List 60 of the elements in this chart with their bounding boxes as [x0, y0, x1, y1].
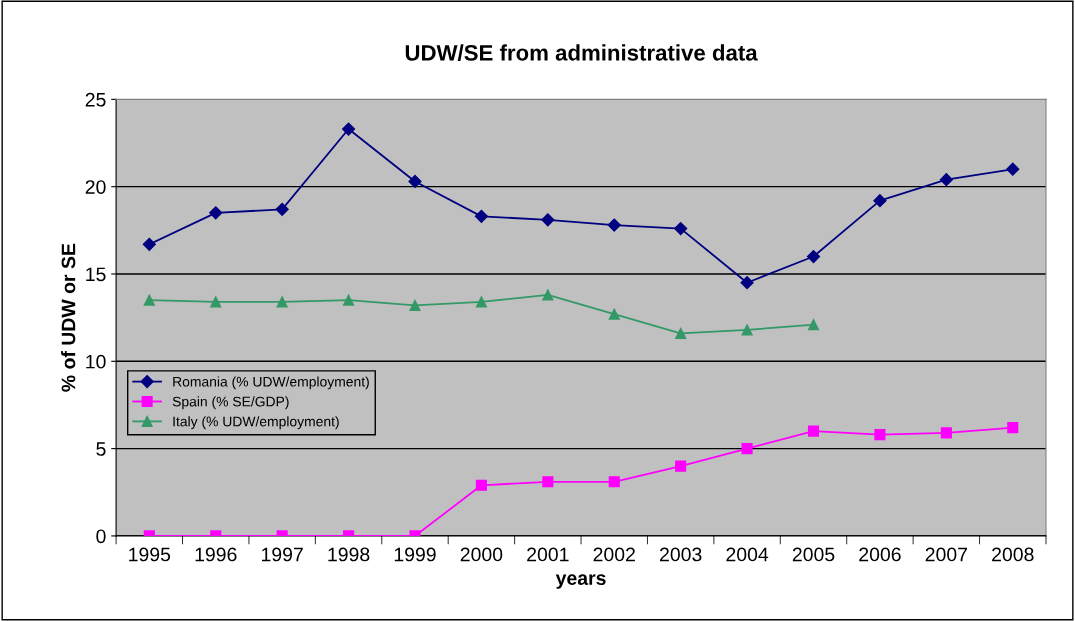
point: [209, 206, 223, 220]
point: [608, 308, 620, 320]
x-tick-label: 1998: [328, 547, 370, 562]
point: [608, 476, 620, 488]
x-tick-label: 1996: [195, 547, 237, 562]
point: [807, 425, 820, 437]
x-tick-label: 1997: [262, 547, 303, 562]
legend-label: Italy (% UDW/employment): [173, 416, 339, 430]
point: [275, 202, 289, 216]
point: [939, 173, 953, 187]
x-tick-label: 2001: [527, 547, 569, 562]
point: [740, 276, 754, 290]
point: [409, 299, 421, 311]
x-tick-label: 2003: [660, 547, 702, 562]
point: [475, 296, 487, 308]
chart-title: UDW/SE from administrative data: [405, 44, 758, 61]
y-tick-label: 10: [86, 354, 106, 369]
y-tick-label: 25: [85, 92, 106, 107]
x-tick-label: 2000: [460, 547, 503, 562]
point: [874, 429, 886, 441]
point: [475, 479, 487, 491]
point: [542, 476, 554, 488]
point: [276, 296, 288, 308]
point: [341, 122, 356, 136]
point: [541, 213, 555, 227]
y-axis-title: % of UDW or SE: [61, 243, 76, 392]
y-tick-label: 0: [96, 529, 106, 544]
x-tick-label: 2007: [925, 547, 967, 562]
legend-label: Spain (% SE/GDP): [172, 396, 289, 410]
point: [674, 221, 688, 236]
point: [142, 237, 156, 251]
point: [675, 327, 687, 339]
point: [143, 294, 155, 306]
x-tick-label: 2008: [992, 547, 1034, 562]
point: [343, 294, 355, 306]
point: [675, 460, 687, 472]
point: [741, 324, 753, 336]
point: [806, 249, 821, 264]
point: [873, 194, 887, 208]
y-tick-label: 5: [96, 442, 106, 456]
point: [542, 289, 554, 301]
x-tick-label: 2002: [593, 547, 635, 562]
point: [1006, 162, 1020, 176]
point: [408, 174, 422, 189]
y-tick-label: 15: [86, 267, 106, 282]
point: [607, 218, 621, 232]
x-axis-title: years: [555, 574, 606, 589]
point: [210, 296, 222, 308]
x-tick-label: 2005: [792, 547, 835, 562]
y-tick-label: 20: [85, 180, 106, 194]
point: [741, 443, 753, 455]
point: [807, 319, 820, 331]
point: [940, 427, 952, 439]
point: [1007, 422, 1019, 434]
x-tick-label: 1995: [129, 547, 171, 562]
x-tick-label: 2006: [859, 547, 901, 562]
x-tick-label: 1999: [394, 547, 436, 562]
legend-label: Romania (% UDW/employment): [173, 376, 369, 390]
x-tick-label: 2004: [726, 547, 769, 562]
point: [474, 209, 488, 223]
